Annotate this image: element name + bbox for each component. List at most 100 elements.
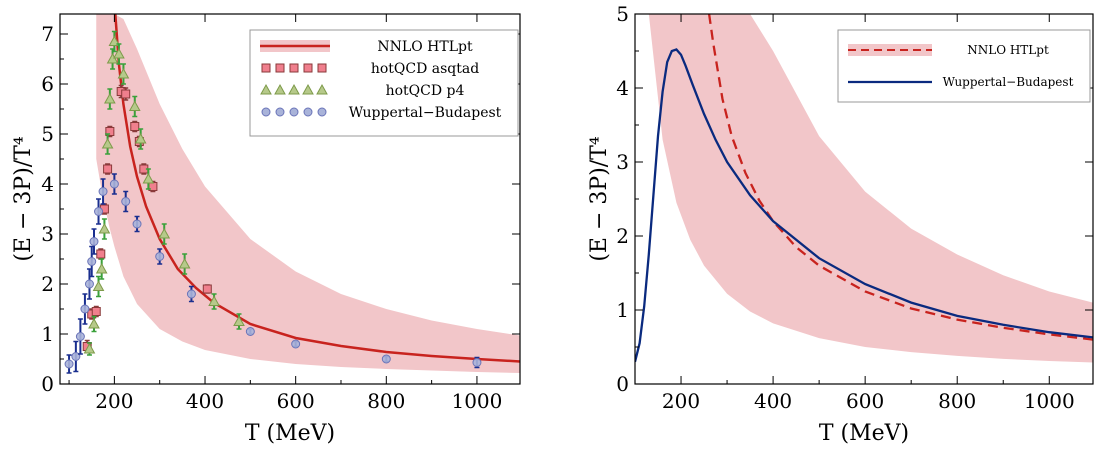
y-axis-title: (E − 3P)/T⁴ (11, 136, 36, 262)
y-tick-label: 2 (41, 272, 54, 296)
legend-p4-marker (274, 83, 286, 95)
p4-point (83, 342, 96, 354)
legend-label: Wuppertal−Budapest (943, 75, 1074, 89)
legend-wb-marker (261, 107, 271, 117)
y-axis: 0 1 2 3 4 5 6 7 (41, 22, 520, 396)
wb-point (80, 304, 90, 314)
nnlo-uncertainty-band (96, 14, 520, 373)
legend-wb-marker (303, 107, 313, 117)
y-tick-label: 4 (41, 172, 54, 196)
series-circle (64, 173, 482, 374)
asqtad-point (91, 307, 101, 316)
legend-wb-marker (289, 107, 299, 117)
x-axis-title: T (MeV) (245, 421, 335, 445)
p4-point (208, 295, 220, 306)
p4-point (142, 172, 155, 184)
legend: NNLO HTLpt Wuppertal−Budapest (837, 29, 1091, 103)
legend: NNLO HTLpt hotQCD asqtad hotQCD p4 Wupperta… (249, 29, 519, 137)
x-tick-label: 600 (846, 389, 884, 413)
wb-point (121, 197, 131, 206)
p4-point (134, 132, 147, 144)
series-square (82, 84, 212, 354)
wuppertal-budapest-line (635, 48, 1093, 363)
y-tick-label: 1 (41, 322, 54, 346)
legend-label: NNLO HTLpt (377, 39, 473, 55)
legend-p4-marker (260, 83, 272, 95)
y-tick-label: 6 (41, 72, 54, 96)
wb-point (71, 352, 81, 361)
plot-frame (59, 13, 521, 385)
wb-point (89, 237, 99, 246)
p4-point (92, 280, 105, 291)
legend-asqtad-marker (303, 63, 313, 73)
wb-point (64, 359, 74, 369)
x-axis: 200 400 600 800 1000 (634, 14, 1075, 413)
x-axis: 200 400 600 800 1000 (68, 14, 502, 413)
y-tick-label: 1 (616, 298, 629, 322)
legend-p4-marker (316, 83, 328, 95)
legend-asqtad-marker (261, 63, 271, 73)
wb-point (94, 207, 104, 216)
asqtad-point (103, 164, 113, 174)
wb-point (291, 339, 301, 349)
legend-wb-marker (317, 107, 327, 117)
legend-wb-marker (275, 107, 285, 117)
x-tick-label: 400 (754, 389, 792, 413)
legend-p4-marker (288, 83, 300, 95)
left-chart-panel: 200 400 600 800 1000 T (MeV) 0 1 2 3 4 5 6 7 (E − 3P)/… (11, 13, 521, 446)
x-tick-label: 1000 (1024, 389, 1075, 413)
y-axis-title: (E − 3P)/T⁴ (587, 136, 612, 262)
wb-point (186, 289, 196, 299)
p4-point (233, 315, 245, 326)
wb-point (87, 257, 97, 266)
p4-point (95, 262, 108, 274)
p4-point (88, 317, 100, 329)
wb-point (98, 187, 108, 196)
legend-label: NNLO HTLpt (967, 43, 1049, 57)
nnlo-htlpt-dashed-line (707, 14, 1093, 341)
p4-point (113, 47, 125, 59)
nnlo-uncertainty-band (648, 14, 1093, 363)
legend-p4-marker (302, 83, 314, 95)
legend-asqtad-marker (317, 63, 327, 73)
y-tick-label: 5 (41, 122, 54, 146)
asqtad-point (96, 249, 106, 259)
plot-area (635, 14, 1093, 363)
right-chart-panel: 200 400 600 800 1000 T (MeV) 0 1 2 3 4 5 (E − 3P)/T⁴… (587, 2, 1094, 446)
wb-point (84, 279, 94, 289)
y-tick-label: 7 (41, 22, 54, 46)
y-tick-label: 0 (41, 372, 54, 396)
x-tick-label: 600 (277, 389, 315, 413)
y-tick-label: 3 (616, 150, 629, 174)
y-tick-label: 3 (41, 222, 54, 246)
x-tick-label: 800 (938, 389, 976, 413)
p4-point (101, 137, 114, 149)
x-axis-title: T (MeV) (819, 421, 909, 445)
legend-box (837, 29, 1091, 103)
legend-asqtad-marker (275, 63, 285, 73)
asqtad-point (202, 284, 212, 294)
p4-point (117, 67, 130, 79)
x-tick-label: 400 (186, 389, 224, 413)
x-tick-label: 200 (662, 389, 700, 413)
p4-point (98, 222, 111, 234)
asqtad-point (130, 122, 140, 131)
legend-asqtad-marker (289, 63, 299, 73)
p4-point (158, 227, 171, 239)
wb-point (155, 252, 165, 261)
wb-point (109, 179, 119, 189)
wb-point (245, 327, 255, 336)
y-axis: 0 1 2 3 4 5 (616, 2, 1093, 396)
x-tick-label: 1000 (451, 389, 502, 413)
y-tick-label: 2 (616, 224, 629, 248)
asqtad-point (121, 89, 131, 99)
wb-point (75, 332, 85, 341)
plot-area (64, 14, 520, 374)
asqtad-point (105, 127, 115, 136)
wb-point (381, 354, 391, 364)
y-tick-label: 0 (616, 372, 629, 396)
wb-point (132, 219, 142, 229)
x-tick-label: 200 (95, 389, 133, 413)
